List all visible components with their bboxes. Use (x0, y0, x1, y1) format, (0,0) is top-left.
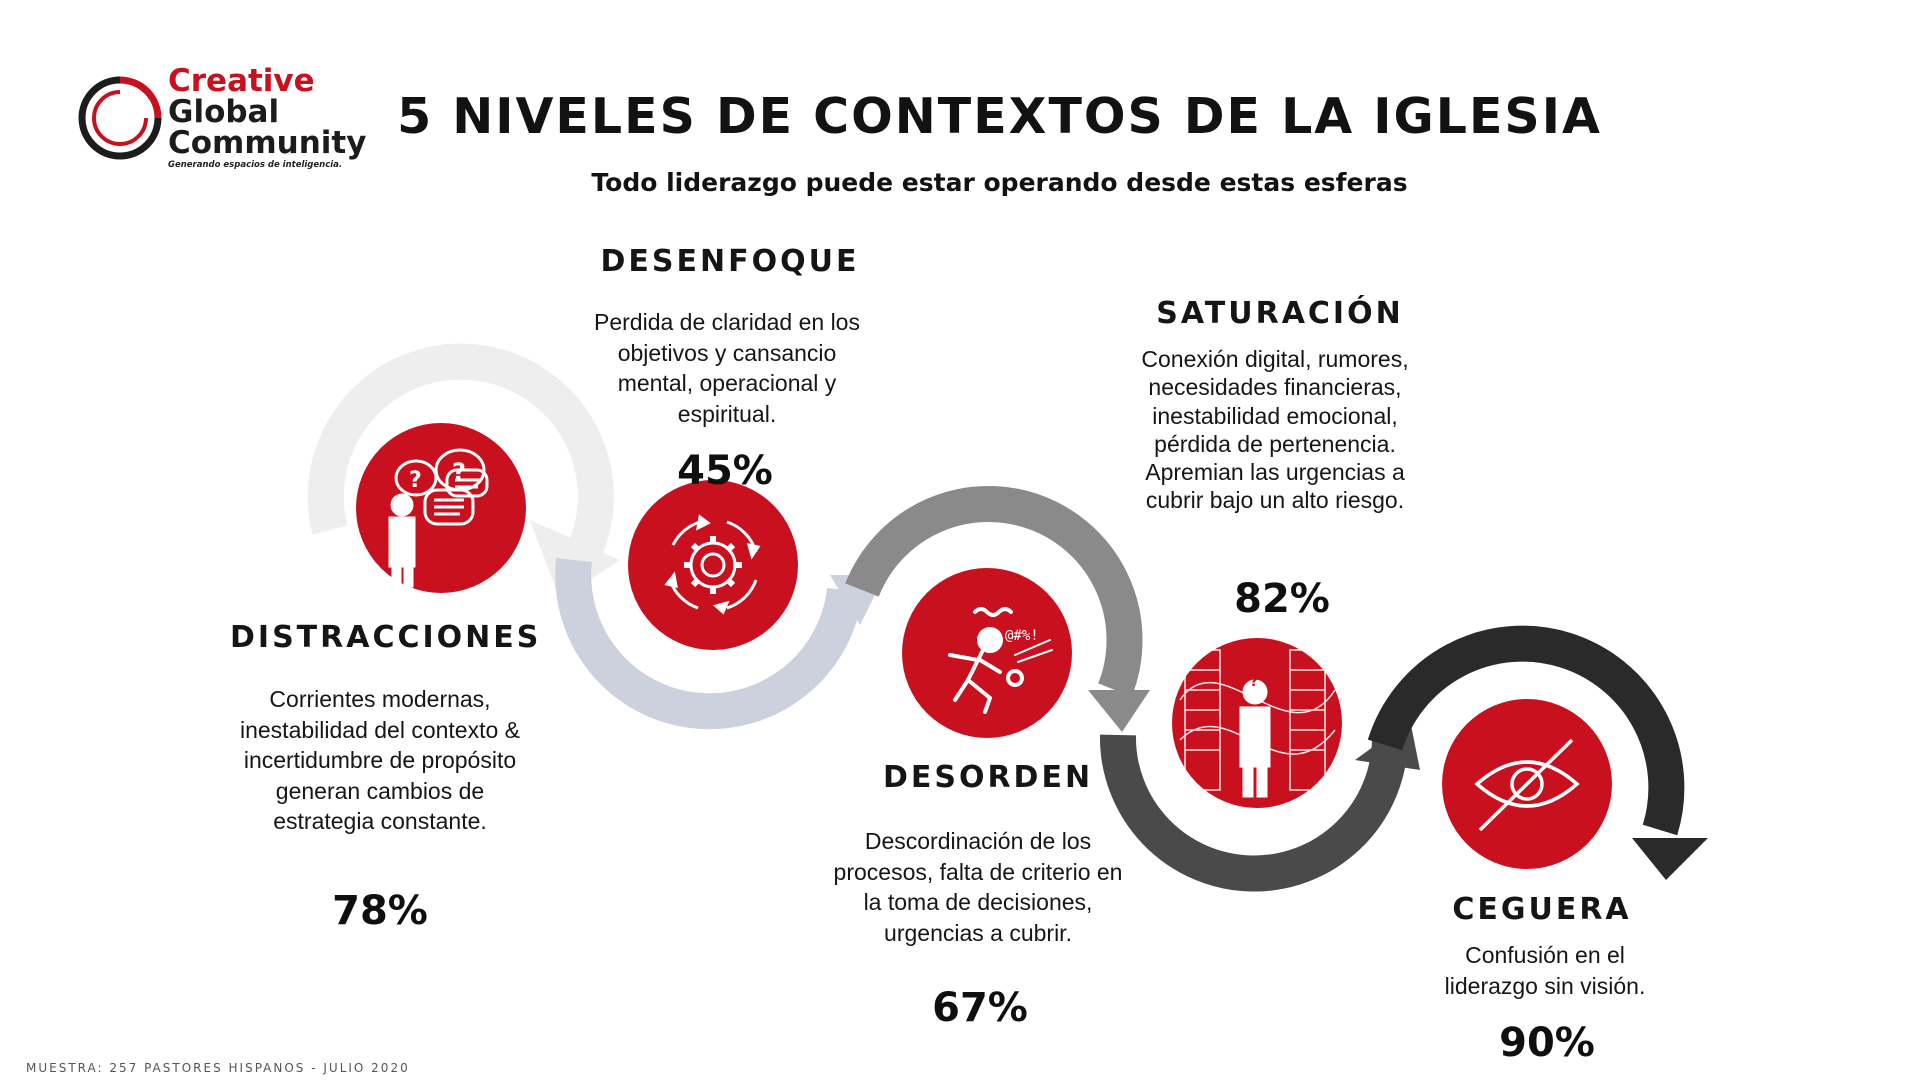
stage-saturacion-icon-circle: ? (1172, 638, 1342, 808)
flow-arrowhead-3 (1088, 690, 1150, 732)
stage-ceguera-icon-circle (1442, 699, 1612, 869)
logo-line-creative: Creative (168, 63, 315, 99)
svg-text:?: ? (409, 468, 422, 493)
stage-distracciones-icon-circle: ? ? (356, 423, 526, 593)
flow-arc-1 (307, 343, 614, 569)
page-subtitle: Todo liderazgo puede estar operando desd… (591, 168, 1408, 197)
flow-arrowhead-5 (1632, 838, 1708, 880)
stage-desorden-icon-circle: @#%! (902, 568, 1072, 738)
stage-desorden-title: DESORDEN (882, 760, 1094, 795)
stage-saturacion-percent: 82% (1234, 576, 1330, 622)
stressed-running-person-icon: @#%! (948, 607, 1053, 714)
flow-arc-4 (1099, 734, 1408, 892)
stage-desenfoque-icon-circle (628, 480, 798, 650)
sample-footnote: MUESTRA: 257 PASTORES HISPANOS - JULIO 2… (26, 1061, 410, 1075)
gear-cycle-icon (664, 514, 761, 615)
stage-saturacion-description: Conexión digital, rumores, necesidades f… (1141, 346, 1409, 514)
logo-tagline: Generando espacios de inteligencia. (168, 160, 343, 170)
logo-line-community: Community (168, 125, 367, 161)
flow-arc-3 (845, 486, 1143, 697)
stage-distracciones-title: DISTRACCIONES (230, 620, 542, 655)
flow-arc-2 (555, 558, 863, 730)
svg-text:@#%!: @#%! (1005, 628, 1039, 644)
stage-desenfoque-description: Perdida de claridad en los objetivos y c… (594, 309, 860, 427)
svg-text:?: ? (1250, 674, 1258, 690)
page-title: 5 NIVELES DE CONTEXTOS DE LA IGLESIA (397, 88, 1602, 145)
confused-person-speech-bubbles-icon: ? ? (388, 448, 489, 588)
stage-saturacion-title: SATURACIÓN (1156, 296, 1404, 331)
svg-text:?: ? (452, 458, 466, 486)
overwhelmed-person-icon: ? (1179, 649, 1336, 798)
logo-mark (78, 76, 162, 160)
stage-desenfoque-percent: 45% (677, 448, 773, 494)
eye-slash-icon (1474, 738, 1580, 832)
stage-desenfoque-title: DESENFOQUE (600, 244, 860, 279)
stage-ceguera-title: CEGUERA (1452, 892, 1632, 927)
logo: Creative Global Community Generando espa… (168, 66, 366, 170)
stage-distracciones-percent: 78% (332, 888, 428, 934)
stage-ceguera-percent: 90% (1499, 1020, 1595, 1066)
flow-arrowhead-1 (530, 520, 620, 600)
stage-desorden-description: Descordinación de los procesos, falta de… (833, 828, 1123, 946)
stage-distracciones-description: Corrientes modernas, inestabilidad del c… (239, 686, 521, 835)
stage-desorden-percent: 67% (932, 985, 1028, 1031)
flow-arc-5 (1367, 625, 1685, 836)
stage-ceguera-description: Confusión en el liderazgo sin visión. (1444, 942, 1646, 999)
logo-line-global: Global (168, 94, 280, 130)
